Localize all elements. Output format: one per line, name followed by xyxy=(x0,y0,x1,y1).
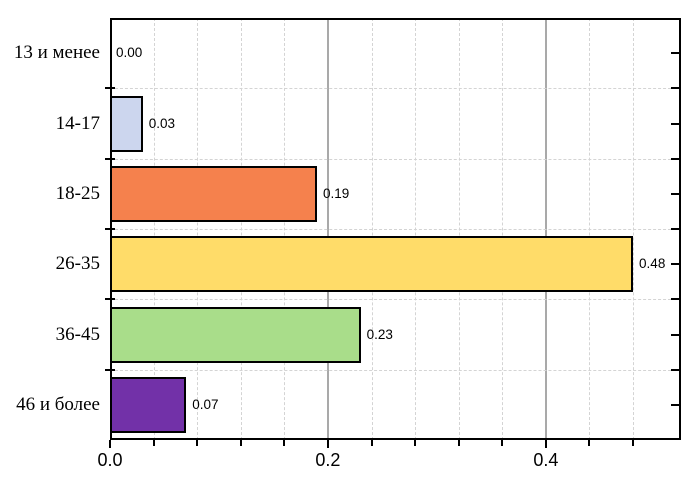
bar xyxy=(110,306,361,363)
x-axis-tick xyxy=(632,440,635,446)
y-axis-tick-left xyxy=(105,368,115,371)
x-axis-tick xyxy=(588,440,591,446)
y-axis-tick-right xyxy=(671,403,679,406)
y-axis-tick-right xyxy=(671,52,679,55)
x-tick-label: 0.2 xyxy=(315,450,341,470)
bar xyxy=(110,376,187,433)
x-tick-label: 0.0 xyxy=(97,450,123,470)
x-axis-tick xyxy=(414,440,417,446)
x-axis-tick xyxy=(544,440,547,448)
bar-value-label: 0.19 xyxy=(323,185,350,201)
gridline-horizontal xyxy=(110,369,681,371)
bar xyxy=(110,165,318,222)
x-axis-tick xyxy=(109,440,111,448)
x-axis-tick xyxy=(370,440,373,446)
y-axis-tick-right xyxy=(671,298,679,301)
y-axis-tick-left xyxy=(105,228,115,230)
x-axis-tick xyxy=(196,440,199,446)
bar-value-label: 0.07 xyxy=(192,396,219,412)
y-category-label: 46 и более xyxy=(16,393,100,415)
bar xyxy=(110,236,634,293)
gridline-horizontal xyxy=(110,88,681,90)
y-axis-tick-right xyxy=(671,333,679,336)
y-category-label: 36-45 xyxy=(55,323,100,345)
x-axis-tick xyxy=(239,440,242,446)
x-axis-tick xyxy=(457,440,460,446)
gridline-horizontal xyxy=(110,229,681,230)
y-axis-tick-right xyxy=(671,228,679,230)
y-axis-tick-left xyxy=(105,87,115,90)
y-category-label: 26-35 xyxy=(55,253,100,275)
bar xyxy=(110,95,143,152)
y-axis-tick-right xyxy=(671,122,679,125)
bar-value-label: 0.23 xyxy=(366,326,393,342)
gridline-horizontal xyxy=(110,299,681,301)
y-axis-tick-right xyxy=(671,263,679,266)
y-category-label: 13 и менее xyxy=(13,42,100,64)
gridline-horizontal xyxy=(110,158,681,160)
x-axis-tick xyxy=(152,440,155,446)
x-tick-label: 0.4 xyxy=(533,450,559,470)
plot-area: 0.00 0.03 0.19 0.48 0.23 0.07 xyxy=(110,18,681,440)
y-axis-tick-right xyxy=(671,157,679,160)
y-axis-tick-left xyxy=(105,157,115,160)
bar-value-label: 0.03 xyxy=(148,115,175,131)
bar-value-label: 0.48 xyxy=(639,256,666,272)
y-axis-tick-right xyxy=(671,192,679,195)
y-axis-tick-left xyxy=(105,298,115,301)
y-category-label: 14-17 xyxy=(55,112,100,134)
x-axis-tick xyxy=(501,440,504,446)
x-axis-tick xyxy=(326,440,329,448)
y-axis-tick-right xyxy=(671,87,679,90)
bar-value-label: 0.00 xyxy=(116,45,143,61)
y-axis-tick-right xyxy=(671,368,679,371)
y-category-label: 18-25 xyxy=(55,182,100,204)
x-axis-tick xyxy=(283,440,286,446)
